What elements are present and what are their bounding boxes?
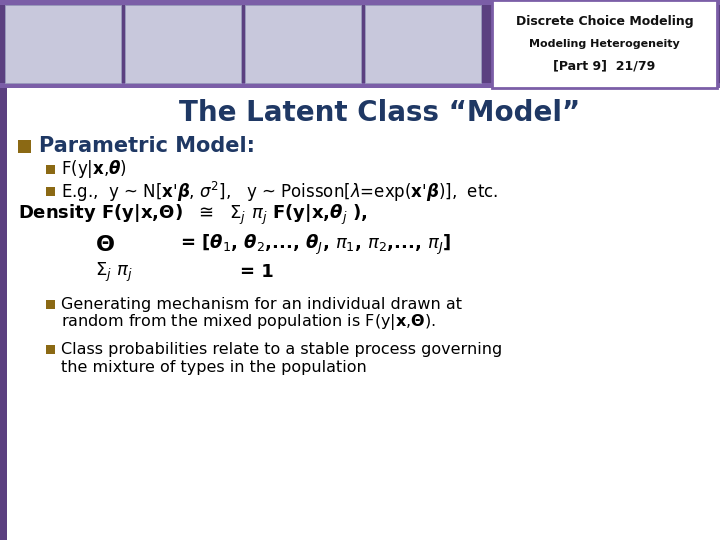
- Bar: [492, 0, 717, 88]
- Text: = 1: = 1: [240, 263, 274, 281]
- Text: Modeling Heterogeneity: Modeling Heterogeneity: [529, 39, 680, 49]
- Bar: [46, 300, 55, 309]
- Bar: [5, 5, 121, 83]
- Bar: [365, 5, 481, 83]
- Text: F(y|$\mathbf{x}$,$\boldsymbol{\theta}$): F(y|$\mathbf{x}$,$\boldsymbol{\theta}$): [61, 159, 127, 180]
- Bar: [46, 165, 55, 174]
- Bar: [0, 83, 720, 88]
- Text: = [$\boldsymbol{\theta}_1$, $\boldsymbol{\theta}_2$,..., $\boldsymbol{\theta}_J$: = [$\boldsymbol{\theta}_1$, $\boldsymbol…: [180, 233, 451, 257]
- Text: random from the mixed population is F(y|$\mathbf{x}$,$\boldsymbol{\Theta}$).: random from the mixed population is F(y|…: [61, 313, 436, 333]
- Text: [Part 9]  21/79: [Part 9] 21/79: [554, 59, 656, 72]
- Bar: [0, 0, 720, 5]
- Text: Discrete Choice Modeling: Discrete Choice Modeling: [516, 16, 693, 29]
- Bar: [245, 5, 361, 83]
- Text: Parametric Model:: Parametric Model:: [39, 137, 255, 157]
- Text: E.g.,  y ~ N[$\mathbf{x}$'$\boldsymbol{\beta}$, $\sigma^2$],   y ~ Poisson[$\lam: E.g., y ~ N[$\mathbf{x}$'$\boldsymbol{\b…: [61, 179, 498, 204]
- Bar: [46, 345, 55, 354]
- Text: the mixture of types in the population: the mixture of types in the population: [61, 360, 366, 375]
- Bar: [18, 140, 31, 153]
- Text: The Latent Class “Model”: The Latent Class “Model”: [179, 99, 580, 127]
- Text: $\Sigma_j$ $\pi_j$: $\Sigma_j$ $\pi_j$: [95, 260, 133, 284]
- Bar: [0, 0, 720, 88]
- Text: Generating mechanism for an individual drawn at: Generating mechanism for an individual d…: [61, 297, 462, 312]
- Text: $\boldsymbol{\Theta}$: $\boldsymbol{\Theta}$: [95, 235, 115, 255]
- Bar: [46, 187, 55, 196]
- Bar: [125, 5, 241, 83]
- Text: Class probabilities relate to a stable process governing: Class probabilities relate to a stable p…: [61, 342, 503, 357]
- Text: Density F(y|$\mathbf{x}$,$\boldsymbol{\Theta}$)  $\cong$  $\Sigma_j$ $\pi_j$ F(y: Density F(y|$\mathbf{x}$,$\boldsymbol{\T…: [18, 203, 368, 227]
- Bar: [0, 88, 7, 540]
